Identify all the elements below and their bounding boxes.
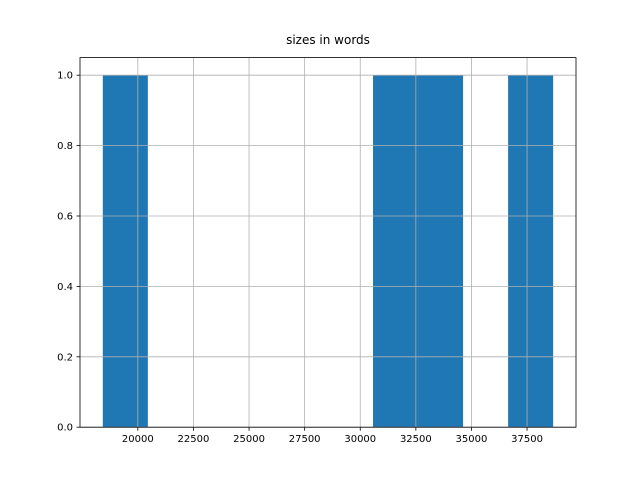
y-tick-label: 0.0 bbox=[57, 423, 73, 434]
bar bbox=[418, 75, 464, 428]
x-tick-label: 37500 bbox=[511, 434, 543, 445]
bar bbox=[508, 75, 554, 428]
x-tick-label: 27500 bbox=[289, 434, 321, 445]
x-tick-label: 22500 bbox=[178, 434, 210, 445]
x-tick-label: 32500 bbox=[400, 434, 432, 445]
bar bbox=[102, 75, 148, 428]
y-tick-label: 0.2 bbox=[57, 352, 73, 363]
chart-title: sizes in words bbox=[286, 33, 370, 47]
y-tick-label: 1.0 bbox=[57, 71, 73, 82]
plot-frame bbox=[79, 57, 577, 428]
y-tick-label: 0.4 bbox=[57, 282, 73, 293]
y-tick-label: 0.8 bbox=[57, 141, 73, 152]
y-tick-label: 0.6 bbox=[57, 212, 73, 223]
x-tick-label: 25000 bbox=[233, 434, 265, 445]
bar bbox=[373, 75, 419, 428]
x-tick-label: 30000 bbox=[344, 434, 376, 445]
x-tick-label: 20000 bbox=[122, 434, 154, 445]
x-tick-label: 35000 bbox=[456, 434, 488, 445]
